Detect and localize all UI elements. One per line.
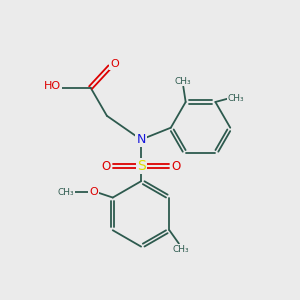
Text: O: O bbox=[171, 160, 181, 173]
Text: O: O bbox=[102, 160, 111, 173]
Text: HO: HO bbox=[44, 81, 61, 91]
Text: CH₃: CH₃ bbox=[175, 77, 192, 86]
Text: CH₃: CH₃ bbox=[228, 94, 244, 103]
Text: S: S bbox=[137, 159, 146, 173]
Text: CH₃: CH₃ bbox=[172, 245, 189, 254]
Text: N: N bbox=[136, 133, 146, 146]
Text: O: O bbox=[110, 59, 119, 69]
Text: O: O bbox=[89, 187, 98, 197]
Text: CH₃: CH₃ bbox=[58, 188, 74, 197]
